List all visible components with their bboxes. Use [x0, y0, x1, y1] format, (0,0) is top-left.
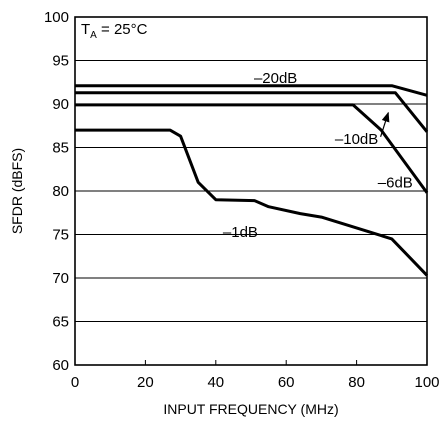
x-tick-label: 0	[71, 374, 79, 391]
annotations: –20dB –10dB –6dB –1dB	[223, 70, 413, 241]
y-tick-label: 95	[52, 53, 69, 70]
y-tick-label: 90	[52, 96, 69, 113]
series-line-2	[75, 103, 429, 194]
x-tick-label: 60	[278, 374, 295, 391]
series-annotation: –1dB	[223, 224, 258, 241]
y-tick-label: 85	[52, 140, 69, 157]
temp-subscript: A	[90, 30, 97, 41]
y-tick-label: 100	[44, 9, 69, 26]
temperature-condition: TA = 25°C	[81, 21, 148, 41]
temp-value: = 25°C	[97, 21, 148, 38]
y-tick-label: 75	[52, 227, 69, 244]
annotation-arrow	[380, 111, 390, 137]
series-line-1	[75, 91, 429, 133]
y-tick-label: 70	[52, 270, 69, 287]
series-annotation: –20dB	[254, 70, 297, 87]
grid-lines	[75, 60, 427, 322]
x-tick-label: 40	[207, 374, 224, 391]
x-tick-labels: 0 20 40 60 80 100	[71, 360, 440, 391]
series-annotation: –10dB	[335, 131, 378, 148]
x-tick-label: 20	[137, 374, 154, 391]
x-tick-label: 100	[414, 374, 439, 391]
y-tick-label: 65	[52, 314, 69, 331]
y-axis-label: SFDR (dBFS)	[9, 148, 25, 234]
series-lines	[75, 84, 429, 277]
y-tick-label: 60	[52, 357, 69, 374]
series-annotation: –6dB	[378, 174, 413, 191]
temp-symbol: T	[81, 21, 90, 38]
series-line-3	[75, 128, 429, 277]
y-tick-label: 80	[52, 183, 69, 200]
x-axis-label: INPUT FREQUENCY (MHz)	[163, 401, 338, 417]
series-line-0	[75, 84, 428, 97]
x-tick-label: 80	[348, 374, 365, 391]
y-tick-labels: 60 65 70 75 80 85 90 95 100	[44, 9, 69, 374]
